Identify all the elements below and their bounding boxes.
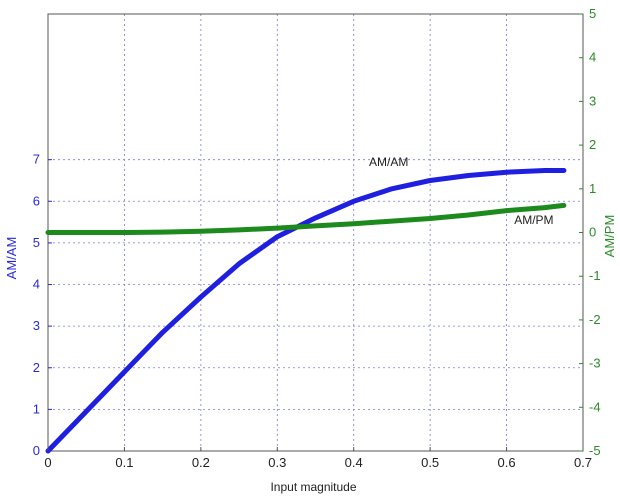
annotations-layer: AM/AM AM/PM xyxy=(369,155,554,227)
x-tick-label: 0.6 xyxy=(498,455,516,470)
y-left-tick-label: 5 xyxy=(33,235,40,250)
x-tick-label: 0.7 xyxy=(574,455,592,470)
x-axis-label: Input magnitude xyxy=(270,480,356,494)
y-right-tick-label: -3 xyxy=(589,356,601,371)
x-tick-label: 0.5 xyxy=(421,455,439,470)
y-right-tick-label: 2 xyxy=(589,137,596,152)
y-right-tick-label: -1 xyxy=(589,268,601,283)
y-left-tick-label: 2 xyxy=(33,360,40,375)
series-layer xyxy=(45,168,567,454)
y-right-tick-label: 0 xyxy=(589,225,596,240)
y-right-tick-label: 5 xyxy=(589,6,596,21)
series-line-am-pm xyxy=(45,202,567,235)
y-left-tick-label: 1 xyxy=(33,401,40,416)
x-tick-label: 0.3 xyxy=(268,455,286,470)
axes-layer: 0 0.1 0.2 0.3 0.4 0.5 0.6 0.7 0 1 2 3 4 5 6 7 -5 -4 -3 -2 -1… xyxy=(33,6,601,470)
y-right-tick-label: 1 xyxy=(589,181,596,196)
y-right-tick-label: -4 xyxy=(589,399,601,414)
y-axis-right-label: AM/PM xyxy=(602,215,617,258)
y-left-tick-label: 7 xyxy=(33,152,40,167)
x-tick-label: 0.4 xyxy=(345,455,363,470)
grid-lines xyxy=(48,14,583,451)
annotation-am-am: AM/AM xyxy=(369,155,408,169)
annotation-am-pm: AM/PM xyxy=(514,213,553,227)
y-right-tick-label: 3 xyxy=(589,93,596,108)
y-right-tick-label: -5 xyxy=(589,443,601,458)
series-line-am-am xyxy=(45,168,567,454)
y-left-tick-label: 0 xyxy=(33,443,40,458)
x-tick-label: 0.1 xyxy=(115,455,133,470)
x-tick-label: 0 xyxy=(44,455,51,470)
y-left-tick-label: 3 xyxy=(33,318,40,333)
y-right-tick-label: 4 xyxy=(589,50,596,65)
y-left-tick-label: 6 xyxy=(33,193,40,208)
y-right-tick-label: -2 xyxy=(589,312,601,327)
y-axis-left-label: AM/AM xyxy=(4,237,19,280)
y-left-tick-label: 4 xyxy=(33,277,40,292)
x-tick-label: 0.2 xyxy=(192,455,210,470)
